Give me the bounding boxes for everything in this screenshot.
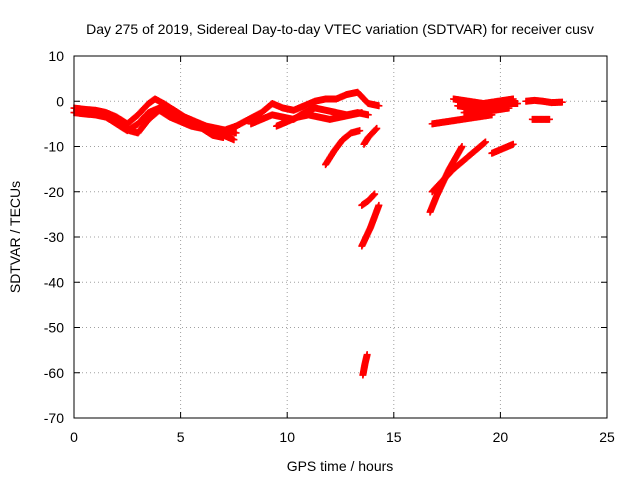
series-track-d <box>219 88 383 135</box>
series-track-g <box>322 127 364 169</box>
series-track-m <box>428 138 489 196</box>
data-point <box>375 102 383 110</box>
data-point <box>509 140 517 148</box>
data-point <box>373 124 381 132</box>
data-point <box>558 98 566 106</box>
series-track-j <box>358 201 383 250</box>
data-point <box>505 104 513 112</box>
x-axis-label: GPS time / hours <box>287 458 394 474</box>
data-layer <box>70 88 566 379</box>
chart-title: Day 275 of 2019, Sidereal Day-to-day VTE… <box>86 21 594 37</box>
data-point <box>372 125 380 133</box>
series-track-c <box>108 106 227 141</box>
data-point <box>458 143 466 150</box>
series-track-n <box>428 111 496 128</box>
series-track-i <box>358 190 379 209</box>
series-track-f <box>273 109 366 130</box>
data-point <box>513 100 521 108</box>
series-track-r <box>488 140 517 157</box>
data-point <box>545 115 553 123</box>
x-tick-label: 25 <box>599 429 615 445</box>
x-tick-label: 20 <box>493 429 509 445</box>
data-point <box>358 109 366 117</box>
y-tick-label: -60 <box>44 365 64 381</box>
y-tick-label: 10 <box>48 48 64 64</box>
x-tick-label: 0 <box>70 429 78 445</box>
data-point <box>481 138 489 146</box>
x-tick-label: 10 <box>279 429 295 445</box>
y-tick-label: -40 <box>44 274 64 290</box>
data-point <box>375 201 383 209</box>
y-tick-label: -30 <box>44 229 64 245</box>
series-track-h <box>360 124 381 148</box>
y-axis-label: SDTVAR / TECUs <box>7 181 23 293</box>
data-point <box>371 190 379 198</box>
data-point <box>363 351 371 359</box>
x-tick-label: 15 <box>386 429 402 445</box>
data-point <box>230 136 238 144</box>
data-point <box>232 129 240 137</box>
ticks: 0 5 10 15 20 25 10 0 -10 -20 -30 -40 -50 -60 -70 <box>44 48 615 445</box>
x-tick-label: 5 <box>177 429 185 445</box>
series-track-k <box>359 351 371 379</box>
series-track-s <box>522 96 566 107</box>
y-tick-label: -50 <box>44 320 64 336</box>
series-track-t <box>528 115 553 123</box>
data-point <box>219 133 227 141</box>
data-point <box>364 111 372 119</box>
y-tick-label: 0 <box>56 93 64 109</box>
y-tick-label: -70 <box>44 410 64 426</box>
y-tick-label: -10 <box>44 139 64 155</box>
data-point <box>356 127 364 135</box>
series-track-q <box>460 104 513 117</box>
y-tick-label: -20 <box>44 184 64 200</box>
